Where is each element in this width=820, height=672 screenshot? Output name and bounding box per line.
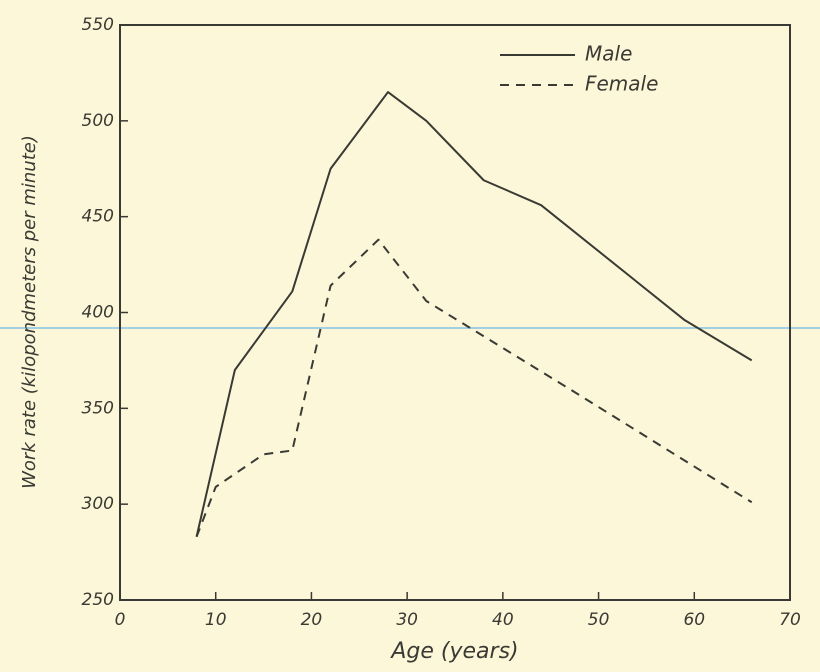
legend-label: Female — [585, 72, 658, 96]
x-axis-label: Age (years) — [389, 639, 518, 664]
series-line — [195, 91, 753, 537]
y-tick-label: 550 — [82, 15, 114, 35]
y-axis-label: Work rate (kilopondmeters per minute) — [19, 135, 40, 489]
x-tick-label: 60 — [683, 610, 705, 630]
x-tick-label: 20 — [301, 610, 323, 630]
x-tick-label: 70 — [779, 610, 801, 630]
legend-label: Male — [585, 42, 632, 66]
y-tick-label: 300 — [82, 494, 114, 514]
y-tick-label: 500 — [82, 111, 114, 131]
y-tick-label: 350 — [82, 398, 114, 418]
y-tick-label: 250 — [82, 590, 114, 610]
y-tick-label: 400 — [82, 303, 114, 323]
x-tick-label: 30 — [396, 610, 418, 630]
x-tick-label: 50 — [588, 610, 610, 630]
x-tick-label: 40 — [492, 610, 514, 630]
y-tick-label: 450 — [82, 207, 114, 227]
x-tick-label: 0 — [115, 610, 126, 630]
series-line — [195, 238, 753, 538]
x-tick-label: 10 — [205, 610, 227, 630]
